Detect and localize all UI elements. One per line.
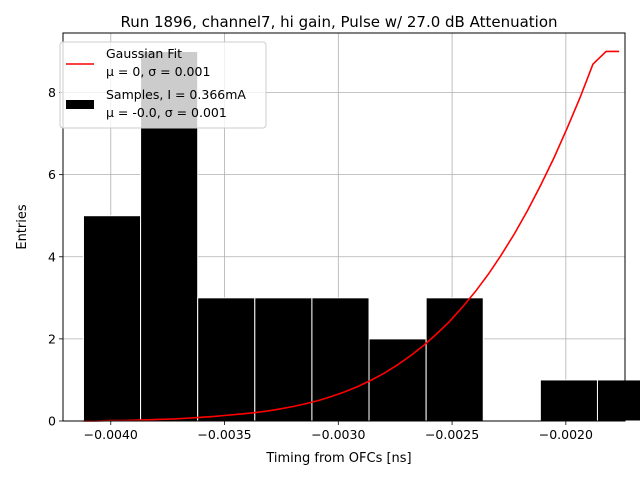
legend-samples-name: Samples, I = 0.366mA — [106, 87, 246, 102]
legend-fit-name: Gaussian Fit — [106, 46, 182, 61]
legend: Gaussian Fit μ = 0, σ = 0.001 Samples, I… — [59, 41, 267, 129]
axis-ticks: −0.0040 −0.0035 −0.0030 −0.0025 −0.0020 0 2 4 6 8 — [48, 85, 593, 442]
y-tick-label: 2 — [48, 331, 56, 346]
y-tick-label: 0 — [48, 414, 56, 429]
histogram-bar — [82, 215, 142, 422]
histogram-bar — [197, 297, 256, 422]
y-tick-label: 4 — [48, 249, 56, 264]
histogram-bar — [254, 297, 313, 422]
x-tick-label: −0.0040 — [84, 427, 138, 442]
legend-fit-stats: μ = 0, σ = 0.001 — [106, 64, 210, 79]
x-tick-label: −0.0035 — [197, 427, 251, 442]
x-tick-label: −0.0030 — [311, 427, 365, 442]
fit-curve-group — [83, 50, 620, 422]
histogram-bar — [425, 297, 484, 422]
x-axis-label: Timing from OFCs [ns] — [265, 451, 411, 466]
legend-samples-swatch — [66, 100, 94, 109]
legend-samples-stats: μ = -0.0, σ = 0.001 — [106, 105, 227, 120]
histogram-bar — [311, 297, 370, 422]
gaussian-fit-line — [83, 50, 620, 422]
x-tick-label: −0.0025 — [425, 427, 479, 442]
chart-title: Run 1896, channel7, hi gain, Pulse w/ 27… — [120, 13, 557, 31]
y-tick-label: 6 — [48, 167, 56, 182]
legend-box — [59, 41, 267, 129]
y-axis-label: Entries — [15, 204, 30, 250]
histogram-bar — [596, 379, 640, 422]
x-tick-label: −0.0020 — [539, 427, 593, 442]
histogram-bar — [539, 379, 598, 422]
y-tick-label: 8 — [48, 85, 56, 100]
plot-frame — [62, 32, 626, 422]
